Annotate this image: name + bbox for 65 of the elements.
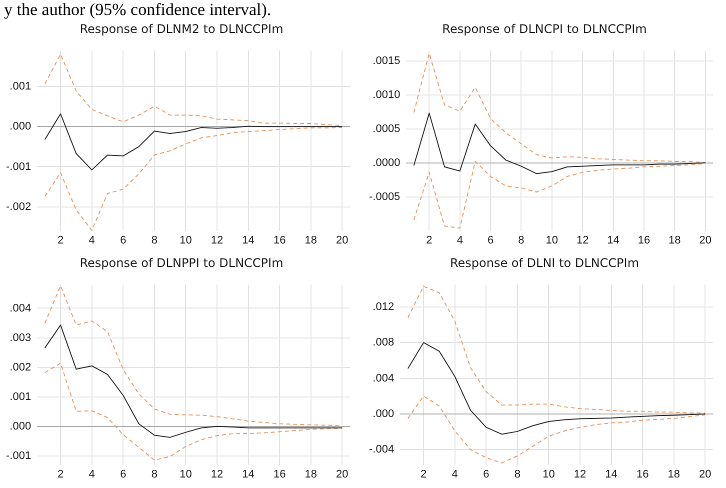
x-tick-label: 8	[151, 468, 158, 480]
y-tick-label: .001	[10, 80, 32, 93]
y-tick-label: .0000	[372, 156, 400, 169]
y-tick-label: -.0005	[368, 190, 400, 203]
x-tick-label: 10	[180, 234, 192, 246]
x-tick-label: 8	[518, 234, 524, 246]
x-tick-label: 2	[57, 234, 64, 246]
x-tick-label: 12	[210, 234, 224, 246]
y-tick-label: .003	[10, 332, 32, 344]
x-tick-label: 6	[483, 468, 490, 480]
x-tick-label: 10	[546, 234, 558, 246]
x-tick-label: 6	[120, 234, 126, 246]
y-tick-label: .000	[372, 408, 394, 420]
chart-title: Response of DLNI to DLNCCPIm	[448, 255, 640, 272]
y-tick-label: .004	[372, 372, 394, 384]
y-tick-label: -.002	[6, 200, 32, 213]
x-tick-label: 10	[180, 468, 192, 480]
y-tick-label: .000	[10, 420, 32, 432]
x-tick-label: 12	[574, 468, 586, 480]
x-tick-label: 16	[273, 468, 286, 480]
chart-title: Response of DLNPPI to DLNCCPIm	[78, 255, 284, 272]
x-tick-label: 8	[514, 468, 520, 480]
x-tick-label: 12	[576, 234, 589, 246]
x-tick-label: 20	[699, 468, 712, 480]
x-tick-label: 20	[336, 468, 348, 480]
x-tick-label: 4	[88, 234, 95, 246]
x-tick-label: 2	[57, 468, 64, 480]
chart-title: Response of DLNCPI to DLNCCPIm	[441, 21, 648, 38]
x-tick-label: 4	[88, 468, 95, 480]
x-tick-label: 16	[638, 234, 650, 246]
y-tick-label: .008	[372, 336, 394, 349]
x-tick-label: 18	[304, 234, 318, 246]
x-tick-label: 2	[426, 234, 432, 246]
x-tick-label: 8	[151, 234, 158, 246]
x-tick-label: 6	[488, 234, 494, 246]
x-tick-label: 4	[456, 234, 463, 246]
x-tick-label: 2	[420, 468, 427, 480]
x-tick-label: 6	[120, 468, 126, 480]
x-tick-label: 4	[452, 468, 458, 480]
chart-title: Response of DLNM2 to DLNCCPIm	[78, 21, 284, 38]
y-tick-label: .002	[10, 361, 32, 374]
x-tick-label: 14	[605, 468, 618, 480]
x-tick-label: 10	[542, 468, 555, 480]
y-tick-label: -.004	[368, 444, 394, 456]
y-tick-label: .000	[10, 120, 32, 133]
y-tick-label: .004	[10, 302, 32, 314]
y-tick-label: .0005	[372, 122, 400, 135]
x-tick-label: 14	[242, 468, 254, 480]
text: y the author (95% confidence interval).	[4, 0, 272, 19]
y-tick-label: -.001	[6, 160, 32, 173]
x-tick-label: 14	[242, 234, 254, 246]
x-tick-label: 16	[636, 468, 649, 480]
x-tick-label: 12	[210, 468, 224, 480]
y-tick-label: .0015	[372, 54, 400, 67]
x-tick-label: 20	[336, 234, 348, 246]
x-tick-label: 20	[699, 234, 712, 246]
y-tick-label: .001	[10, 390, 32, 403]
y-tick-label: -.001	[6, 450, 32, 462]
x-tick-label: 18	[668, 468, 680, 480]
x-tick-label: 18	[668, 234, 681, 246]
x-tick-label: 18	[304, 468, 318, 480]
y-tick-label: .0010	[372, 88, 400, 101]
x-tick-label: 14	[607, 234, 620, 246]
y-tick-label: .012	[372, 300, 394, 313]
x-tick-label: 16	[273, 234, 286, 246]
